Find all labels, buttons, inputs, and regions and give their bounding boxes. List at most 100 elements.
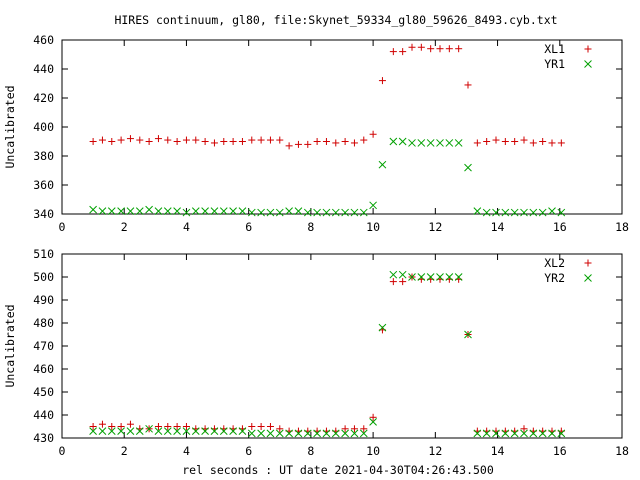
- top-plot-point: [399, 48, 407, 56]
- top-plot-point: [117, 207, 125, 215]
- top-plot-point: [126, 207, 135, 215]
- top-plot-point: [257, 208, 265, 217]
- top-plot-point: [135, 207, 144, 215]
- top-plot-point: [313, 138, 321, 145]
- top-plot-y-tick-label: 380: [33, 149, 54, 163]
- top-plot-series-xl1: [89, 43, 565, 150]
- top-plot-point: [275, 208, 284, 217]
- top-plot-point: [154, 135, 162, 143]
- bottom-plot-point: [473, 429, 482, 438]
- bottom-plot-x-axis-label: rel seconds : UT date 2021-04-30T04:26:4…: [182, 463, 494, 477]
- top-plot-point: [492, 208, 500, 217]
- top-plot-y-tick-label: 360: [33, 178, 54, 192]
- top-plot-point: [464, 163, 472, 172]
- bottom-plot-x-tick-label: 10: [366, 444, 380, 458]
- top-plot-point: [454, 139, 463, 147]
- top-plot-point: [341, 208, 349, 217]
- top-plot-point: [210, 139, 218, 147]
- bottom-plot-point: [417, 273, 426, 281]
- top-plot-x-tick-label: 18: [615, 220, 629, 234]
- top-plot-point: [473, 207, 482, 215]
- bottom-plot-point: [229, 427, 237, 435]
- top-plot-point: [248, 136, 256, 144]
- top-plot-y-tick-label: 400: [33, 120, 54, 134]
- bottom-plot-y-tick-label: 500: [33, 270, 54, 284]
- bottom-plot-point: [173, 427, 181, 435]
- top-plot-point: [210, 207, 219, 215]
- bottom-plot-y-axis-label: Uncalibrated: [3, 304, 17, 387]
- top-plot-point: [304, 140, 312, 148]
- top-plot-point: [539, 138, 547, 145]
- top-plot-point: [136, 136, 144, 144]
- top-plot-point: [322, 138, 330, 145]
- bottom-plot-point: [266, 429, 275, 438]
- top-plot-point: [501, 208, 510, 217]
- top-plot-point: [359, 208, 368, 217]
- bottom-plot-point: [126, 420, 134, 428]
- bottom-plot-point: [201, 427, 209, 435]
- bottom-plot-point: [313, 429, 321, 438]
- top-plot-point: [145, 138, 153, 145]
- bottom-plot-point: [191, 427, 200, 435]
- bottom-plot-point: [108, 423, 116, 430]
- bottom-plot-point: [98, 420, 106, 428]
- bottom-plot-point: [117, 427, 125, 435]
- bottom-plot-y-tick-label: 430: [33, 431, 54, 445]
- bottom-plot-y-tick-label: 510: [33, 247, 54, 261]
- bottom-plot-x-tick-label: 18: [615, 444, 629, 458]
- top-plot-point: [369, 201, 377, 210]
- top-plot-y-tick-label: 440: [33, 62, 54, 76]
- bottom-plot-point: [210, 427, 219, 435]
- bottom-plot-y-tick-label: 470: [33, 339, 54, 353]
- top-plot-point: [285, 207, 293, 215]
- top-plot-point: [482, 208, 491, 217]
- bottom-plot-point: [538, 429, 547, 438]
- top-plot-point: [276, 136, 284, 144]
- top-plot-point: [126, 135, 134, 143]
- bottom-plot-legend-marker: [584, 259, 592, 267]
- bottom-plot-point: [276, 425, 284, 433]
- bottom-plot-point: [557, 429, 566, 438]
- top-plot-point: [164, 136, 172, 144]
- top-plot-point: [294, 207, 303, 215]
- top-plot-point: [98, 136, 106, 144]
- top-plot-x-tick-label: 0: [59, 220, 66, 234]
- bottom-plot-point: [398, 270, 407, 279]
- bottom-plot-point: [454, 273, 463, 281]
- bottom-plot-point: [182, 427, 191, 435]
- bottom-plot-x-tick-label: 6: [245, 444, 252, 458]
- top-plot-point: [445, 45, 453, 53]
- top-plot-point: [219, 207, 228, 215]
- top-plot-point: [182, 136, 190, 144]
- bottom-plot-point: [389, 278, 397, 286]
- top-plot-point: [266, 136, 274, 144]
- top-plot-point: [117, 136, 125, 144]
- bottom-plot-point: [510, 429, 519, 438]
- top-plot-point: [548, 207, 556, 215]
- top-plot-ticks: [61, 39, 623, 215]
- bottom-plot-point: [389, 270, 398, 279]
- bottom-plot-point: [426, 273, 435, 281]
- bottom-plot-point: [182, 423, 190, 430]
- bottom-plot-point: [89, 427, 97, 435]
- top-plot-point: [350, 208, 359, 217]
- top-plot-point: [238, 138, 246, 145]
- top-plot-point: [201, 207, 209, 215]
- bottom-plot-legend-label: XL2: [544, 256, 565, 270]
- top-plot-point: [483, 138, 491, 145]
- top-plot-series-yr1: [89, 137, 566, 217]
- bottom-plot-point: [164, 423, 172, 430]
- bottom-plot-point: [464, 330, 472, 339]
- bottom-plot-point: [257, 423, 265, 430]
- top-plot-point: [464, 81, 472, 89]
- top-plot-point: [247, 208, 256, 217]
- bottom-plot-series-yr2: [89, 270, 566, 438]
- bottom-plot-point: [408, 273, 416, 281]
- bottom-plot-point: [107, 427, 116, 435]
- top-plot-point: [427, 45, 435, 53]
- top-plot-point: [322, 208, 331, 217]
- bottom-plot-point: [117, 423, 125, 430]
- bottom-plot-point: [399, 278, 407, 286]
- top-plot-point: [510, 208, 519, 217]
